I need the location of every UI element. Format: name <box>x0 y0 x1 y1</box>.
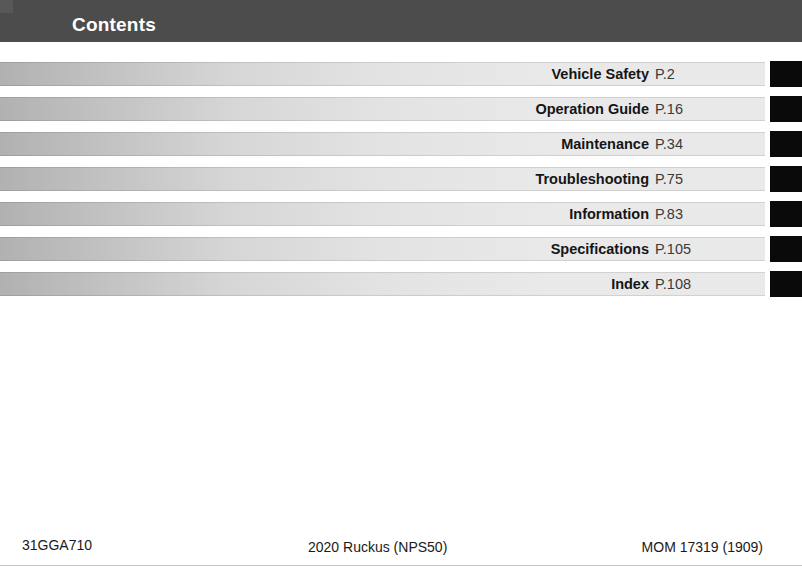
toc-item-title: Index <box>0 272 649 296</box>
footer-divider-line <box>0 565 802 566</box>
toc-item-title: Operation Guide <box>0 97 649 121</box>
toc-item-title: Vehicle Safety <box>0 62 649 86</box>
toc-row-index[interactable]: Index P.108 <box>0 272 802 296</box>
toc-row-vehicle-safety[interactable]: Vehicle Safety P.2 <box>0 62 802 86</box>
toc-row-troubleshooting[interactable]: Troubleshooting P.75 <box>0 167 802 191</box>
toc-item-page: P.2 <box>655 62 675 86</box>
toc-thumb-tab <box>770 271 802 297</box>
toc-item-title: Troubleshooting <box>0 167 649 191</box>
toc-thumb-tab <box>770 201 802 227</box>
toc-item-title: Specifications <box>0 237 649 261</box>
toc-thumb-tab <box>770 236 802 262</box>
toc-item-page: P.75 <box>655 167 683 191</box>
toc-row-maintenance[interactable]: Maintenance P.34 <box>0 132 802 156</box>
toc-item-page: P.34 <box>655 132 683 156</box>
toc-thumb-tab <box>770 166 802 192</box>
footer-document-code: MOM 17319 (1909) <box>642 539 763 555</box>
toc-item-title: Maintenance <box>0 132 649 156</box>
toc-thumb-tab <box>770 131 802 157</box>
toc-item-page: P.108 <box>655 272 691 296</box>
toc-row-information[interactable]: Information P.83 <box>0 202 802 226</box>
toc-thumb-tab <box>770 96 802 122</box>
toc-row-specifications[interactable]: Specifications P.105 <box>0 237 802 261</box>
toc-item-page: P.105 <box>655 237 691 261</box>
toc-thumb-tab <box>770 61 802 87</box>
footer-part-number: 31GGA710 <box>22 537 92 553</box>
toc-item-page: P.83 <box>655 202 683 226</box>
footer-model-name: 2020 Ruckus (NPS50) <box>308 539 447 555</box>
toc-item-title: Information <box>0 202 649 226</box>
table-of-contents: Vehicle Safety P.2 Operation Guide P.16 … <box>0 0 802 569</box>
toc-row-operation-guide[interactable]: Operation Guide P.16 <box>0 97 802 121</box>
toc-item-page: P.16 <box>655 97 683 121</box>
